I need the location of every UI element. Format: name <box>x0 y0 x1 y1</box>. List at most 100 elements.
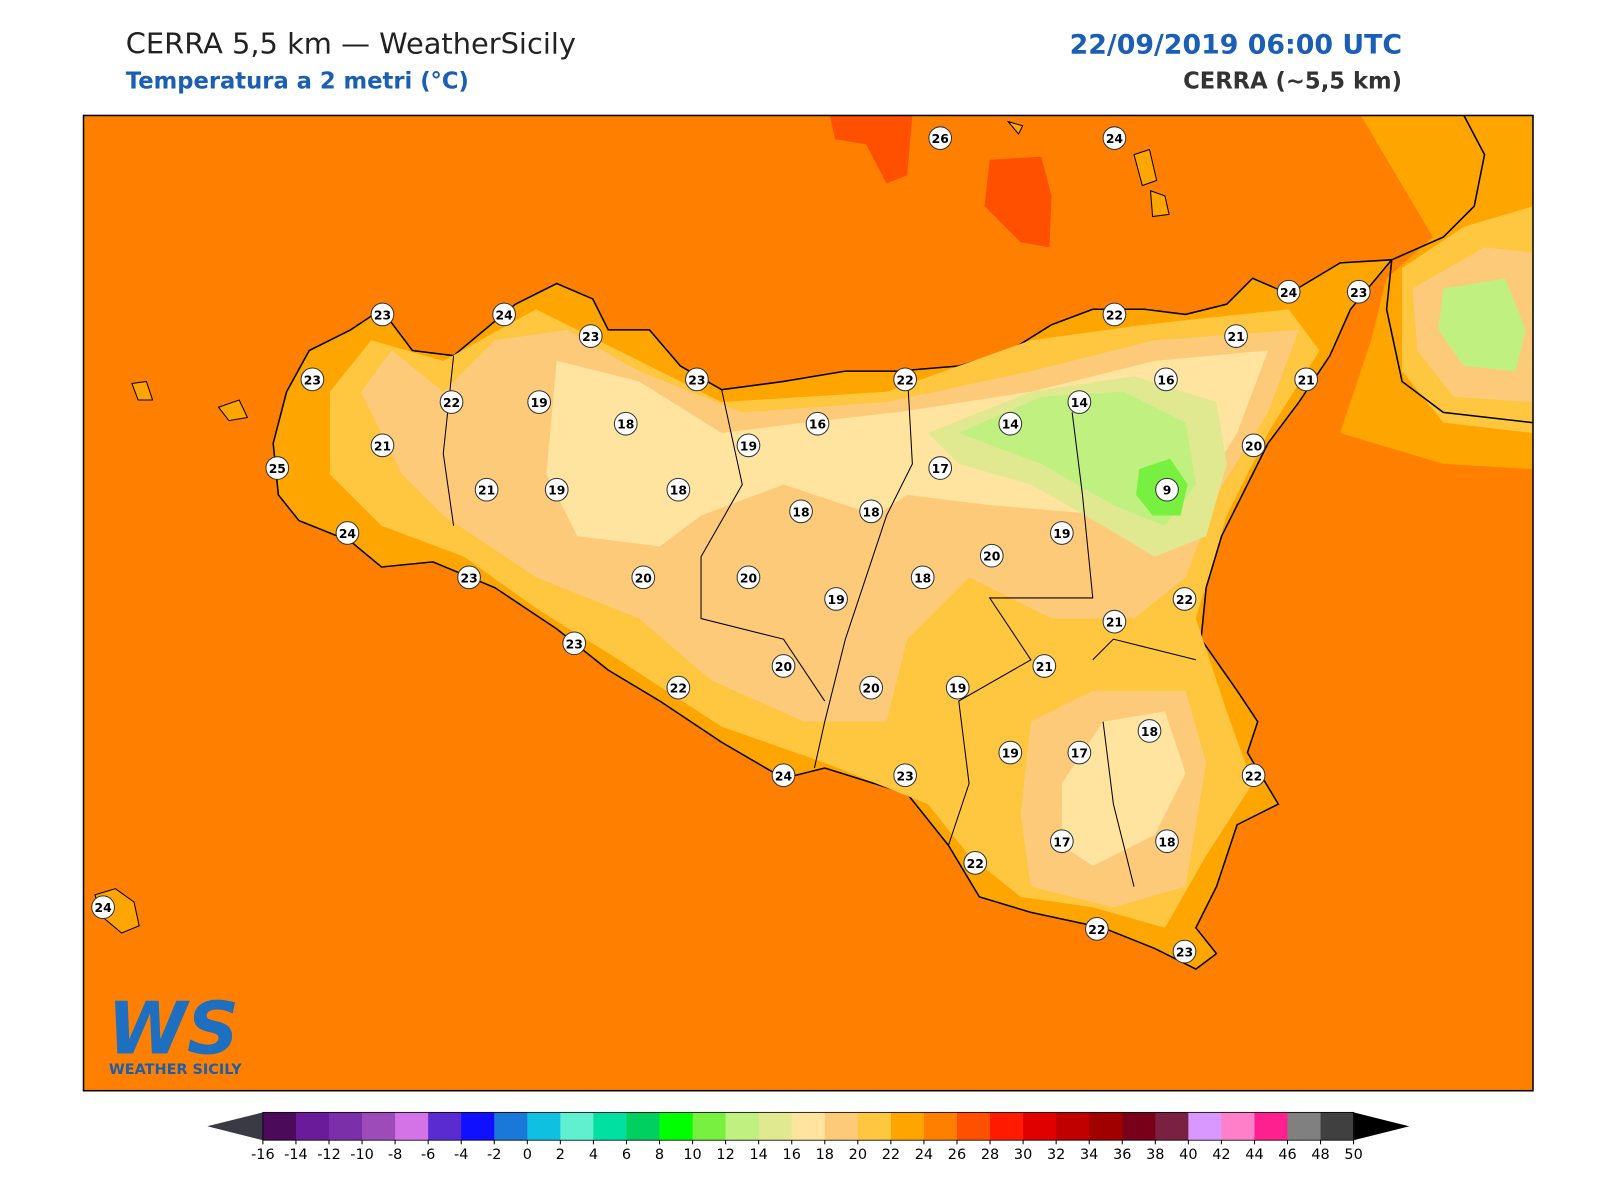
colorbar-tick-label: 6 <box>622 1147 631 1163</box>
station-marker <box>824 587 848 611</box>
station-value: 17 <box>932 462 949 476</box>
colorbar-swatch <box>824 1112 859 1141</box>
station-value: 24 <box>339 527 357 541</box>
station-marker <box>789 499 813 524</box>
colorbar-swatch <box>395 1112 429 1141</box>
station-marker <box>928 456 953 480</box>
colorbar-tick-label: -16 <box>251 1147 275 1163</box>
station-value: 23 <box>582 330 599 344</box>
station-value: 9 <box>1163 484 1172 498</box>
colorbar-swatch <box>527 1112 561 1141</box>
station-value: 19 <box>1002 747 1019 761</box>
station-value: 26 <box>932 132 949 146</box>
colorbar-tick-label: 14 <box>749 1147 767 1163</box>
station-marker <box>1346 279 1371 304</box>
colorbar-tick-label: -8 <box>388 1147 402 1163</box>
colorbar-tick-label: 30 <box>1014 1147 1032 1163</box>
colorbar-tick-label: 46 <box>1278 1147 1296 1163</box>
station-value: 22 <box>1088 923 1105 937</box>
station-marker <box>910 565 935 590</box>
station-value: 19 <box>1053 527 1070 541</box>
station-marker <box>1050 829 1074 854</box>
station-marker <box>335 521 360 545</box>
station-value: 21 <box>1106 616 1123 630</box>
station-value: 22 <box>670 682 687 696</box>
colorbar-swatch <box>295 1112 330 1141</box>
colorbar-tick-label: 26 <box>948 1147 966 1163</box>
logo-name: WEATHER SICILY <box>109 1062 242 1078</box>
colorbar-swatch <box>1320 1112 1355 1141</box>
colorbar: -16 -14 -12 -10 -8 -6 -4 -2 0 2 4 6 8 10 12 14 16 18 20 22 2… <box>207 1111 1410 1163</box>
station-value: 19 <box>548 484 565 498</box>
station-marker <box>685 367 709 392</box>
station-marker <box>1102 609 1127 634</box>
colorbar-tick-label: 24 <box>915 1147 933 1163</box>
colorbar-swatch <box>956 1112 991 1141</box>
logo-mark: WS <box>107 988 239 1072</box>
station-value: 18 <box>670 484 687 498</box>
station-value: 23 <box>1350 286 1367 300</box>
colorbar-tick-label: 28 <box>981 1147 999 1163</box>
station-value: 21 <box>1036 660 1053 674</box>
colorbar-swatch <box>1122 1112 1156 1141</box>
station-value: 19 <box>740 439 757 453</box>
colorbar-swatch <box>857 1112 892 1141</box>
colorbar-extend-low <box>207 1112 263 1141</box>
colorbar-tick-label: 4 <box>589 1147 598 1163</box>
station-value: 24 <box>1106 132 1124 146</box>
station-marker <box>613 411 638 436</box>
colorbar-swatch <box>659 1112 694 1141</box>
station-marker <box>1085 917 1109 941</box>
colorbar-tick-label: -4 <box>454 1147 468 1163</box>
station-marker <box>1294 367 1319 392</box>
station-marker <box>893 763 918 788</box>
stations: 26 24 23 24 23 22 24 23 21 23 22 19 23 22 16 21 14 18 16 14… <box>91 126 1371 964</box>
station-value: 20 <box>635 571 653 585</box>
colorbar-extend-high <box>1353 1112 1410 1141</box>
station-value: 20 <box>863 682 881 696</box>
station-value: 16 <box>1157 373 1174 387</box>
colorbar-tick-label: 36 <box>1113 1147 1131 1163</box>
station-value: 21 <box>1298 373 1315 387</box>
station-value: 20 <box>983 550 1001 564</box>
colorbar-tick-label: -10 <box>350 1147 374 1163</box>
station-marker <box>439 390 464 414</box>
station-value: 23 <box>374 308 391 322</box>
colorbar-swatch <box>362 1112 396 1141</box>
colorbar-swatch <box>461 1112 495 1141</box>
station-value: 18 <box>1141 725 1158 739</box>
station-value: 23 <box>460 571 477 585</box>
station-marker <box>370 433 395 458</box>
calabria-coast <box>1385 115 1533 424</box>
colorbar-swatch <box>494 1112 528 1141</box>
station-value: 17 <box>1053 835 1070 849</box>
station-value: 25 <box>269 462 286 476</box>
station-marker <box>1172 939 1197 964</box>
station-value: 19 <box>827 593 844 607</box>
station-value: 18 <box>914 571 931 585</box>
station-marker <box>562 631 587 656</box>
station-marker <box>1154 367 1178 392</box>
station-marker <box>91 895 115 920</box>
station-value: 24 <box>775 769 793 783</box>
station-value: 24 <box>1280 286 1298 300</box>
station-value: 16 <box>809 418 826 432</box>
colorbar-tick-label: 50 <box>1344 1147 1362 1163</box>
colorbar-swatch <box>262 1112 297 1141</box>
station-value: 20 <box>775 660 793 674</box>
colorbar-tick-label: 42 <box>1212 1147 1230 1163</box>
station-marker <box>527 390 552 414</box>
station-value: 22 <box>967 857 984 871</box>
station-marker <box>1050 521 1074 545</box>
station-marker <box>1276 279 1301 304</box>
colorbar-swatch <box>626 1112 661 1141</box>
station-marker <box>859 499 883 524</box>
station-marker <box>1155 477 1179 502</box>
station-value: 20 <box>1245 439 1263 453</box>
colorbar-tick-label: 48 <box>1311 1147 1329 1163</box>
colorbar-swatch <box>560 1112 594 1141</box>
station-marker <box>1067 390 1092 414</box>
colorbar-swatch <box>725 1112 760 1141</box>
colorbar-swatch <box>1188 1112 1222 1141</box>
station-value: 18 <box>792 505 809 519</box>
